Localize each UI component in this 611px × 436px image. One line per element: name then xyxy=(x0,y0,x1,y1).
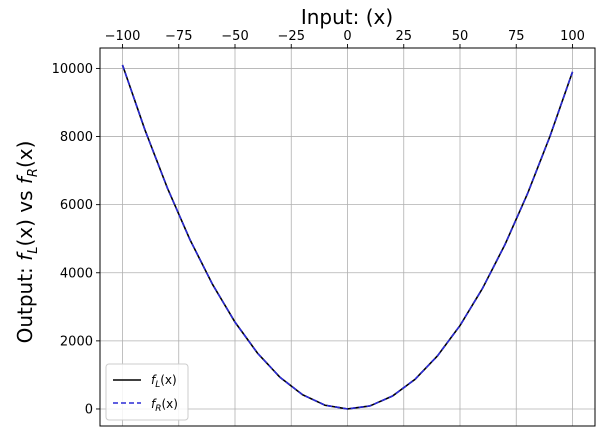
series-layer xyxy=(121,64,574,410)
x-ticks: −100 −75 −50 −25 0 25 50 75 100 xyxy=(105,29,585,48)
x-tick-label: 50 xyxy=(452,29,469,44)
legend-label-fr: fR(x) xyxy=(151,397,178,414)
legend-fr-sub: R xyxy=(155,404,161,414)
series-line-fr xyxy=(121,64,574,410)
y-ticks: 0 2000 4000 6000 8000 10000 xyxy=(52,62,100,417)
x-tick-label: −75 xyxy=(165,29,192,44)
legend: fL(x) fR(x) xyxy=(105,363,189,421)
x-tick-label: 0 xyxy=(343,29,351,44)
y-axis-label-sub-r: R xyxy=(26,168,41,177)
y-axis-label-sub-l: L xyxy=(26,247,41,254)
y-axis-label-f-right: f xyxy=(13,174,37,184)
y-tick-label: 10000 xyxy=(52,62,93,77)
legend-label-fl: fL(x) xyxy=(151,373,177,390)
y-axis-label-arg-right: (x) xyxy=(13,141,37,168)
x-tick-label: 100 xyxy=(560,29,585,44)
grid xyxy=(100,48,595,426)
legend-fr-arg: (x) xyxy=(162,397,178,411)
y-tick-label: 2000 xyxy=(60,334,93,349)
legend-fl-sub: L xyxy=(155,380,160,390)
x-tick-label: −100 xyxy=(105,29,141,44)
y-axis-label-arg-left: (x) vs xyxy=(13,184,37,246)
y-tick-label: 4000 xyxy=(60,266,93,281)
x-tick-label: 75 xyxy=(508,29,525,44)
chart-title: Input: (x) xyxy=(301,5,393,29)
y-axis-label-prefix: Output: xyxy=(13,261,37,344)
x-tick-label: 25 xyxy=(395,29,412,44)
legend-box xyxy=(105,363,189,421)
x-tick-label: −50 xyxy=(221,29,248,44)
y-axis-label: Output: fL(x) vs fR(x) xyxy=(13,141,41,344)
y-tick-label: 6000 xyxy=(60,198,93,213)
x-tick-label: −25 xyxy=(278,29,305,44)
legend-fl-arg: (x) xyxy=(160,373,176,387)
y-tick-label: 8000 xyxy=(60,130,93,145)
y-axis-label-f-left: f xyxy=(13,251,37,261)
legend-fr-f: f xyxy=(151,397,157,411)
y-tick-label: 0 xyxy=(85,402,93,417)
legend-fl-f: f xyxy=(151,373,157,387)
